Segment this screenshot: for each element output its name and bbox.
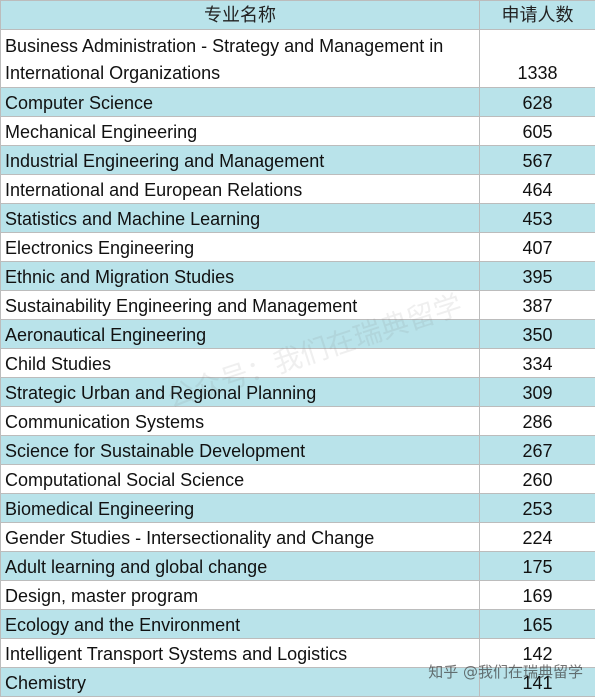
program-name-cell: International and European Relations [1,175,480,204]
applicant-count-cell: 605 [480,117,595,146]
program-name-cell: Design, master program [1,581,480,610]
applicant-count-cell: 175 [480,552,595,581]
applicant-count-cell: 407 [480,233,595,262]
applicant-count-cell: 253 [480,494,595,523]
program-name-cell: Science for Sustainable Development [1,436,480,465]
applicant-count-cell: 628 [480,88,595,117]
applicant-count-cell: 142 [480,639,595,668]
program-name-cell: Communication Systems [1,407,480,436]
table-row: Sustainability Engineering and Managemen… [1,291,595,320]
applicant-count-cell: 1338 [480,30,595,88]
program-name-cell: Sustainability Engineering and Managemen… [1,291,480,320]
program-name-cell: Aeronautical Engineering [1,320,480,349]
program-name-cell: Intelligent Transport Systems and Logist… [1,639,480,668]
column-header-program: 专业名称 [1,1,480,30]
applicant-count-cell: 334 [480,349,595,378]
program-name-cell: Computational Social Science [1,465,480,494]
program-name-cell: Ethnic and Migration Studies [1,262,480,291]
program-name-cell: Electronics Engineering [1,233,480,262]
applicant-count-cell: 267 [480,436,595,465]
table-row: Gender Studies - Intersectionality and C… [1,523,595,552]
header-row: 专业名称 申请人数 [1,1,595,30]
applicant-count-cell: 464 [480,175,595,204]
applicant-count-cell: 260 [480,465,595,494]
applicant-count-cell: 567 [480,146,595,175]
column-header-applicants: 申请人数 [480,1,595,30]
applicant-count-cell: 224 [480,523,595,552]
program-name-cell: Business Administration - Strategy and M… [1,30,480,88]
program-name-cell: Strategic Urban and Regional Planning [1,378,480,407]
program-name-cell: Gender Studies - Intersectionality and C… [1,523,480,552]
applicant-count-cell: 165 [480,610,595,639]
table-row: Intelligent Transport Systems and Logist… [1,639,595,668]
applicant-count-cell: 309 [480,378,595,407]
table-row: Business Administration - Strategy and M… [1,30,595,88]
program-name-cell: Chemistry [1,668,480,697]
program-name-cell: Adult learning and global change [1,552,480,581]
applicant-count-cell: 395 [480,262,595,291]
program-name-cell: Computer Science [1,88,480,117]
program-name-cell: Statistics and Machine Learning [1,204,480,233]
program-name-cell: Ecology and the Environment [1,610,480,639]
table-body: Business Administration - Strategy and M… [1,30,595,697]
program-name-cell: Industrial Engineering and Management [1,146,480,175]
applicant-count-cell: 453 [480,204,595,233]
applicant-count-cell: 286 [480,407,595,436]
applicant-count-cell: 350 [480,320,595,349]
applicant-count-cell: 141 [480,668,595,697]
table-header: 专业名称 申请人数 [1,1,595,30]
program-name-cell: Mechanical Engineering [1,117,480,146]
program-name-cell: Child Studies [1,349,480,378]
applicant-count-cell: 387 [480,291,595,320]
applicant-count-cell: 169 [480,581,595,610]
program-name-cell: Biomedical Engineering [1,494,480,523]
